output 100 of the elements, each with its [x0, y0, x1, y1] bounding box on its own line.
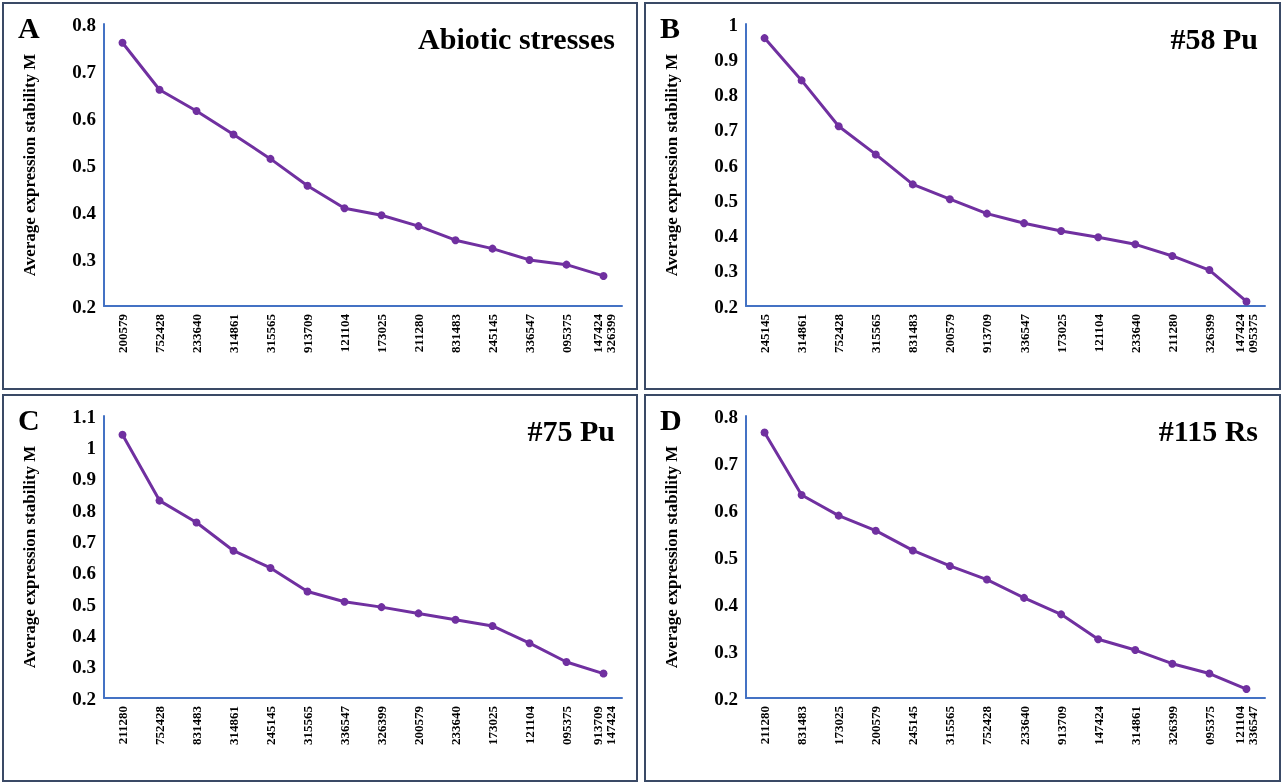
y-tick-label: 0.2	[72, 687, 96, 709]
point	[760, 34, 769, 43]
x-tick-label: 200579	[411, 705, 426, 745]
x-tick-label: 336547	[522, 313, 537, 353]
x-tick-label: 831483	[905, 313, 921, 353]
text: B	[660, 10, 681, 44]
y-tick-label: 0.6	[714, 499, 738, 521]
point	[1242, 297, 1251, 306]
point	[1020, 593, 1029, 602]
x-tick-label: 173025	[831, 705, 847, 745]
y-tick-label: 0.8	[72, 13, 96, 35]
y-tick-label: 0.2	[714, 295, 738, 317]
y-tick-label: 0.4	[714, 225, 739, 246]
y-tick-label: 0.3	[72, 248, 96, 270]
chart-title: Abiotic stresses	[418, 21, 615, 55]
x-tick-label: 147424	[1090, 705, 1106, 745]
y-axis-title: Average expression stability M	[662, 53, 681, 277]
point	[945, 195, 954, 204]
x-tick-label: 173025	[374, 313, 389, 353]
x-tick-label: 336547	[337, 705, 352, 745]
point	[797, 76, 806, 85]
y-tick-label: 0.7	[714, 119, 739, 141]
x-tick-label: 326399	[1201, 313, 1217, 353]
x-tick-label: 752428	[152, 705, 167, 745]
point	[1205, 266, 1214, 275]
point	[303, 181, 312, 190]
x-tick-label: 147424 326399	[589, 313, 618, 353]
point	[525, 639, 534, 648]
x-tick-label: 336547	[1016, 313, 1032, 353]
point	[118, 38, 127, 47]
x-tick-label: 326399	[374, 705, 389, 745]
y-tick-label: 0.2	[714, 687, 738, 709]
x-tick-label: 173025	[485, 705, 500, 745]
point	[871, 150, 880, 159]
x-tick-label: 211280	[1164, 314, 1180, 353]
y-axis-title: Average expression stability M	[20, 53, 39, 277]
y-tick-label: 0.8	[72, 499, 96, 521]
point	[945, 561, 954, 570]
y-tick-label: 0.5	[72, 593, 96, 615]
point	[266, 563, 275, 572]
y-tick-label: 0.5	[72, 154, 96, 176]
x-tick-label: 147424 095375	[1232, 313, 1261, 353]
x-tick-label: 314861	[1127, 706, 1143, 745]
y-tick-label: 0.9	[714, 48, 738, 70]
point	[908, 180, 917, 189]
point	[834, 122, 843, 131]
x-tick-label: 200579	[115, 313, 130, 353]
point	[1094, 233, 1103, 242]
point	[340, 204, 349, 213]
point	[1020, 219, 1029, 228]
point	[525, 255, 534, 264]
y-tick-label: 0.7	[72, 60, 97, 82]
x-tick-label: 233640	[448, 706, 463, 745]
x-tick-label: 913709	[300, 313, 315, 353]
point	[192, 106, 201, 115]
point	[1057, 610, 1066, 619]
chart-title: #115 Rs	[1158, 413, 1258, 447]
y-tick-label: 1.1	[72, 405, 96, 427]
y-tick-label: 0.6	[714, 154, 738, 176]
y-tick-label: 0.4	[714, 593, 739, 615]
x-tick-label: 752428	[979, 705, 995, 745]
text: D	[660, 402, 682, 436]
x-tick-label: 233640	[189, 314, 204, 353]
x-tick-label: 913709 147424	[589, 705, 618, 745]
y-tick-label: 1	[86, 436, 96, 458]
chart-title: #58 Pu	[1170, 21, 1259, 55]
x-tick-label: 913709	[1053, 705, 1069, 745]
point	[451, 236, 460, 245]
y-tick-label: 0.6	[72, 562, 96, 584]
y-axis-title: Average expression stability M	[662, 445, 681, 669]
y-tick-label: 0.4	[72, 624, 97, 646]
x-tick-label: 233640	[1016, 706, 1032, 745]
y-tick-label: 0.6	[72, 107, 96, 129]
point	[871, 526, 880, 535]
point	[118, 430, 127, 439]
text: A	[18, 10, 40, 44]
point	[1242, 685, 1251, 694]
y-tick-label: 0.5	[714, 189, 738, 211]
chart-title: #75 Pu	[527, 413, 616, 447]
x-tick-label: 173025	[1053, 313, 1069, 353]
y-tick-label: 0.7	[72, 530, 97, 552]
point	[1131, 646, 1140, 655]
point	[1057, 226, 1066, 235]
point	[192, 518, 201, 527]
point	[488, 244, 497, 253]
y-tick-label: 0.3	[714, 260, 738, 282]
x-tick-label: 314861	[226, 706, 241, 745]
x-tick-label: 245145	[757, 313, 773, 353]
x-tick-label: 095375	[559, 313, 574, 353]
point	[1131, 240, 1140, 249]
x-tick-label: 245145	[485, 313, 500, 353]
x-tick-label: 233640	[1127, 314, 1143, 353]
point	[414, 609, 423, 618]
x-tick-label: 326399	[1164, 705, 1180, 745]
y-tick-label: 1	[728, 13, 738, 35]
text: C	[18, 402, 40, 436]
x-tick-label: 245145	[263, 705, 278, 745]
point	[562, 657, 571, 666]
y-axis-title: Average expression stability M	[20, 445, 39, 669]
point	[377, 603, 386, 612]
